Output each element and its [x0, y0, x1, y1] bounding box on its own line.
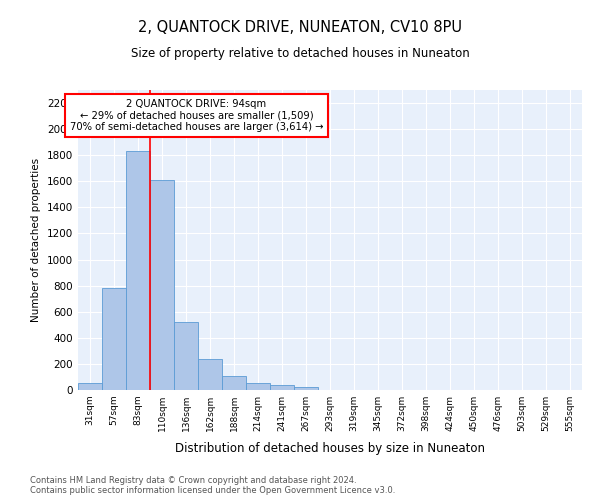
Bar: [294, 387, 318, 390]
X-axis label: Distribution of detached houses by size in Nuneaton: Distribution of detached houses by size …: [175, 442, 485, 456]
Bar: [222, 376, 246, 390]
Bar: [174, 322, 198, 390]
Y-axis label: Number of detached properties: Number of detached properties: [31, 158, 41, 322]
Text: Contains HM Land Registry data © Crown copyright and database right 2024.
Contai: Contains HM Land Registry data © Crown c…: [30, 476, 395, 495]
Bar: [102, 288, 126, 390]
Bar: [246, 382, 270, 390]
Bar: [150, 180, 174, 390]
Bar: [126, 152, 150, 390]
Text: 2, QUANTOCK DRIVE, NUNEATON, CV10 8PU: 2, QUANTOCK DRIVE, NUNEATON, CV10 8PU: [138, 20, 462, 35]
Text: Size of property relative to detached houses in Nuneaton: Size of property relative to detached ho…: [131, 48, 469, 60]
Bar: [198, 360, 222, 390]
Text: 2 QUANTOCK DRIVE: 94sqm
← 29% of detached houses are smaller (1,509)
70% of semi: 2 QUANTOCK DRIVE: 94sqm ← 29% of detache…: [70, 99, 323, 132]
Bar: [270, 385, 294, 390]
Bar: [78, 384, 102, 390]
